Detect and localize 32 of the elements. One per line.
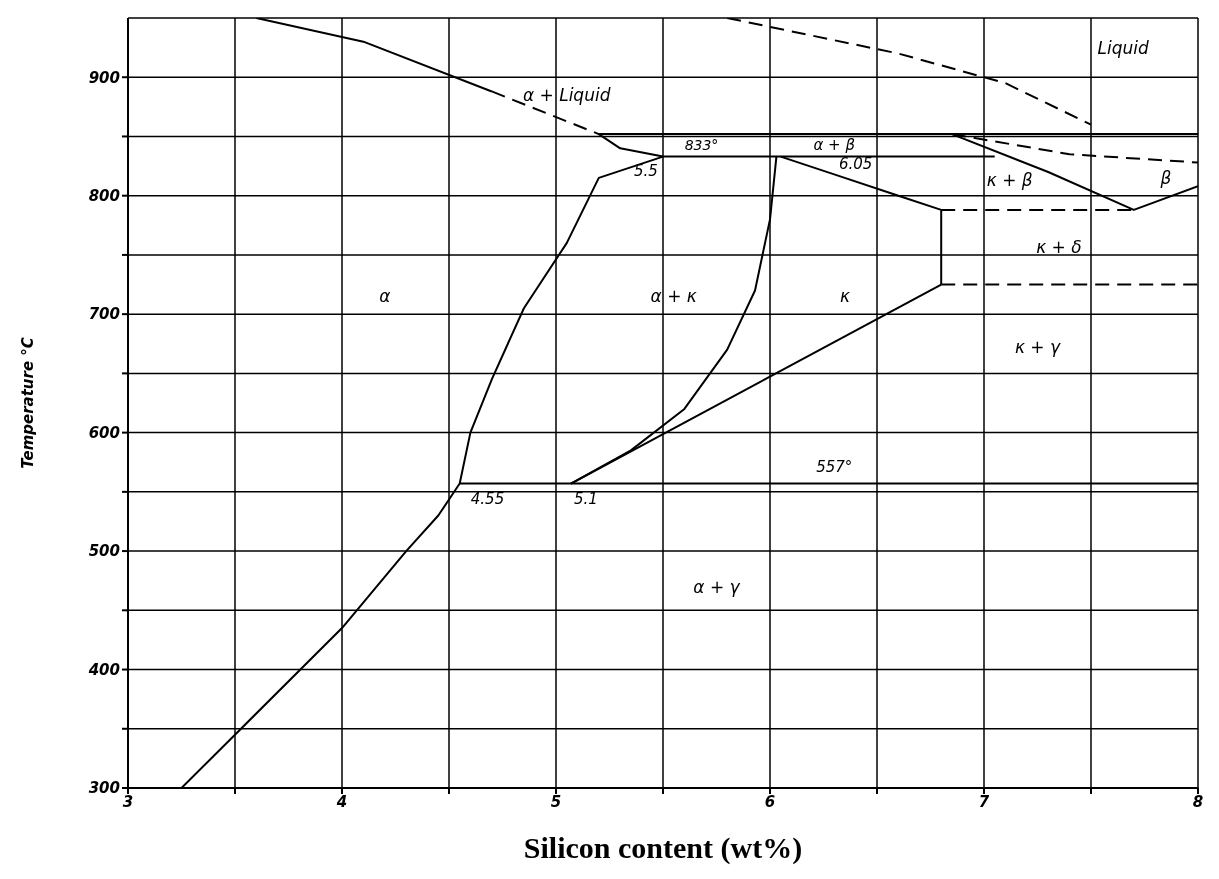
x-tick-label: 3	[122, 792, 134, 811]
y-tick-label: 500	[88, 542, 120, 561]
y-axis-title: Temperature °C	[19, 337, 38, 469]
annotation: α + κ	[650, 286, 697, 307]
annotation: κ	[839, 286, 850, 307]
annotation: κ + γ	[1014, 337, 1061, 358]
x-tick-label: 4	[335, 792, 348, 811]
annotation: 5.5	[633, 162, 658, 181]
annotation: β	[1159, 167, 1172, 188]
y-tick-label: 700	[88, 305, 120, 324]
annotation: 4.55	[470, 490, 505, 509]
y-tick-label: 300	[88, 779, 120, 798]
y-tick-label: 600	[88, 423, 120, 442]
x-axis-title: Silicon content (wt%)	[523, 831, 803, 865]
x-tick-label: 5	[550, 792, 562, 811]
annotation: 557°	[816, 458, 853, 477]
annotation: 6.05	[838, 155, 873, 174]
x-tick-label: 7	[978, 792, 990, 811]
annotation: 833°	[684, 136, 719, 153]
annotation: α + β	[813, 136, 856, 155]
annotation: κ + β	[986, 170, 1033, 191]
y-tick-label: 400	[87, 660, 120, 679]
annotation: α	[379, 286, 391, 307]
annotation: κ + δ	[1036, 236, 1082, 257]
x-tick-label: 8	[1192, 792, 1204, 811]
annotation: 5.1	[574, 490, 598, 509]
annotation: Liquid	[1097, 37, 1149, 58]
y-tick-label: 800	[88, 187, 120, 206]
annotation: α + Liquid	[522, 85, 611, 106]
annotation: α + γ	[693, 576, 741, 597]
y-tick-label: 900	[88, 68, 120, 87]
x-tick-label: 6	[764, 792, 776, 811]
